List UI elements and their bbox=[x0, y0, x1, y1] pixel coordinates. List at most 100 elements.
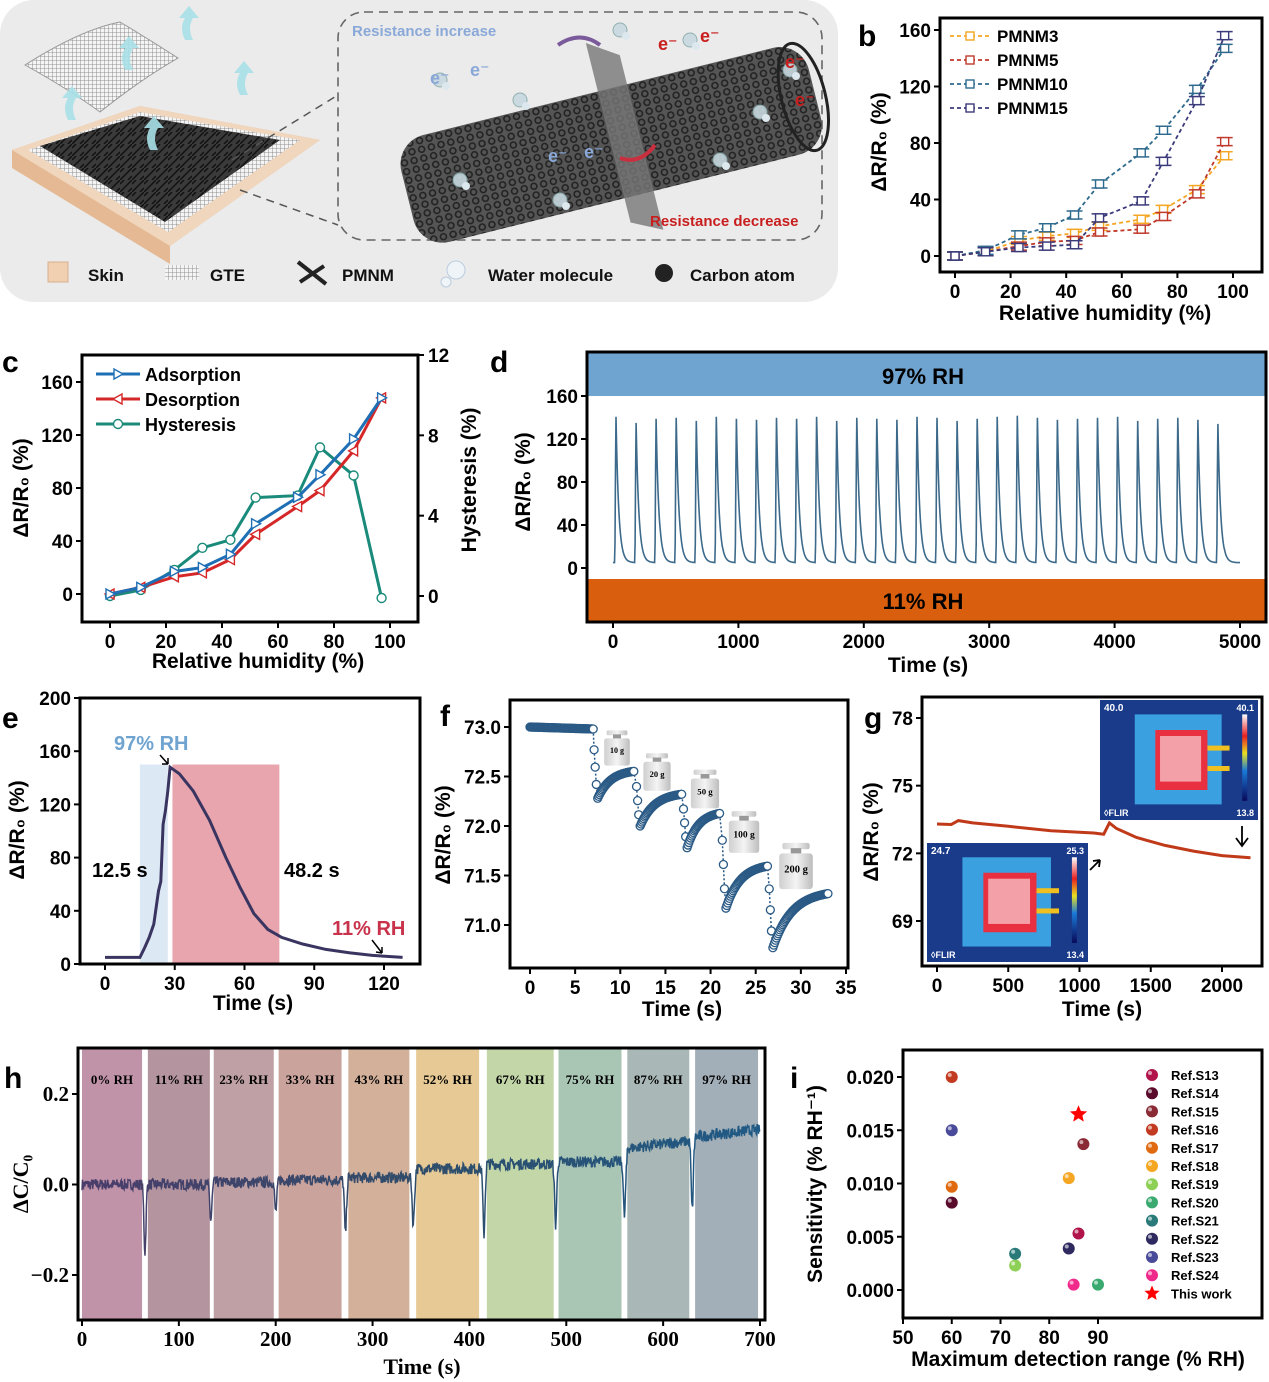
x-tick-label: 0 bbox=[525, 978, 536, 999]
data-point bbox=[1158, 211, 1169, 222]
data-point bbox=[1014, 230, 1024, 240]
vapor-arrow-icon bbox=[62, 86, 82, 120]
legend-marker bbox=[1146, 1232, 1158, 1245]
weight-label: 200 g bbox=[784, 864, 808, 875]
water-molecule-icon bbox=[522, 102, 530, 110]
carbon-atom-icon bbox=[655, 264, 673, 282]
carbon-nanotube bbox=[400, 41, 830, 243]
water-molecule-icon bbox=[722, 162, 730, 170]
legend-label: Ref.S19 bbox=[1171, 1177, 1219, 1192]
triangle-right-marker bbox=[197, 561, 209, 574]
y-tick-label: 72.5 bbox=[464, 768, 501, 789]
x-tick-label: 120 bbox=[368, 974, 400, 995]
camera-brand-logo: ◊FLIR bbox=[931, 950, 956, 960]
legend-label: Ref.S18 bbox=[1171, 1159, 1219, 1174]
x-tick-label: 5000 bbox=[1219, 632, 1261, 653]
x-tick-label: 80 bbox=[323, 632, 344, 653]
legend-label-pmnm-fiber: PMNM bbox=[342, 266, 394, 285]
triangle-right-marker bbox=[169, 565, 181, 578]
f-x-label: Time (s) bbox=[642, 998, 722, 1021]
legend-label: Ref.S15 bbox=[1171, 1104, 1219, 1119]
humidity-band-label: 75% RH bbox=[566, 1072, 615, 1087]
data-point bbox=[823, 888, 833, 899]
series-line bbox=[954, 155, 1226, 257]
triangle-right-marker bbox=[250, 517, 263, 530]
x-tick-label: 1000 bbox=[1058, 976, 1100, 997]
data-point bbox=[1092, 1278, 1104, 1291]
data-point bbox=[1062, 1242, 1075, 1255]
panel-b-axes: 0 20 40 60 80 100 0 40 80 120 160 bbox=[899, 21, 1249, 303]
pmnm-fiber-mat bbox=[40, 116, 280, 222]
high-humidity-band bbox=[587, 352, 1266, 396]
data-point bbox=[980, 247, 991, 257]
highlight bbox=[1148, 1216, 1152, 1221]
panel-g-frame bbox=[920, 695, 1264, 968]
panel-i-axes: 50 60 70 80 90 0.000 0.005 0.010 0.015 0.020 bbox=[846, 1068, 1108, 1349]
x-tick-label: 100 bbox=[1217, 282, 1249, 303]
x-tick-label: 50 bbox=[892, 1328, 913, 1349]
x-tick-label: 40 bbox=[1056, 282, 1077, 303]
data-point bbox=[629, 766, 639, 776]
i-x-label: Maximum detection range (% RH) bbox=[911, 1348, 1245, 1371]
e-x-label: Time (s) bbox=[213, 992, 293, 1015]
legend-marker bbox=[1146, 1251, 1158, 1263]
data-point bbox=[1158, 156, 1169, 167]
color-scale-bar bbox=[1242, 714, 1248, 801]
highlight bbox=[1079, 1140, 1084, 1145]
weight-neck bbox=[790, 848, 802, 855]
weight-50g: 50 g bbox=[690, 769, 720, 809]
x-tick-label: 60 bbox=[1111, 282, 1132, 303]
data-point bbox=[718, 859, 729, 870]
arrow-icon bbox=[1089, 859, 1101, 871]
x-tick-label: 100 bbox=[374, 632, 406, 653]
legend-label-carbon-atom: Carbon atom bbox=[690, 266, 795, 285]
data-point bbox=[677, 789, 687, 799]
triangle-right-marker bbox=[292, 491, 305, 504]
x-tick-label: 80 bbox=[1167, 282, 1188, 303]
y-tick-label: 72.0 bbox=[464, 817, 501, 838]
legend-marker bbox=[965, 103, 975, 113]
thermal-inset-heated: 40.0 40.1 13.8 ◊FLIR bbox=[1100, 700, 1258, 820]
y-tick-label: 200 bbox=[39, 689, 71, 710]
weight-neck bbox=[613, 734, 621, 740]
scale-max-label: 25.3 bbox=[1066, 846, 1084, 856]
y-tick-label: 73.0 bbox=[464, 718, 501, 739]
weight-icon bbox=[604, 738, 630, 766]
y-tick-label: 75 bbox=[892, 777, 914, 798]
highlight bbox=[1148, 1162, 1152, 1166]
peak-rh-label: 97% RH bbox=[114, 733, 188, 755]
data-point bbox=[1042, 223, 1052, 233]
b-y-label: ΔR/R₀ (%) bbox=[868, 92, 891, 191]
panel-h-frame bbox=[76, 1046, 767, 1322]
data-point bbox=[1009, 1247, 1022, 1260]
data-point bbox=[1192, 95, 1202, 106]
series-PMNM15 bbox=[947, 30, 1233, 261]
y-tick-label: 0.015 bbox=[846, 1121, 894, 1142]
h-axis-titles: Time (s) ΔC/C₀ bbox=[8, 1154, 461, 1379]
data-point bbox=[1136, 224, 1146, 234]
legend-label: Hysteresis bbox=[145, 415, 236, 435]
weight-knob bbox=[782, 842, 810, 850]
data-point bbox=[589, 745, 599, 755]
series-PMNM5 bbox=[947, 136, 1233, 261]
camera-brand-logo: ◊FLIR bbox=[1104, 808, 1129, 818]
legend-label: Desorption bbox=[145, 390, 240, 410]
thermal-inset-room: 24.7 25.3 13.4 ◊FLIR bbox=[927, 843, 1088, 962]
highlight bbox=[1148, 1253, 1152, 1257]
data-line bbox=[530, 726, 829, 949]
water-molecule-icon bbox=[440, 276, 452, 288]
highlight bbox=[1011, 1249, 1016, 1254]
humidity-band bbox=[558, 1048, 622, 1320]
x-tick-label: 2000 bbox=[1201, 976, 1243, 997]
series-Adsorption bbox=[105, 391, 389, 601]
panel-letter-g: g bbox=[864, 702, 882, 735]
legend-label: Ref.S24 bbox=[1171, 1268, 1219, 1283]
data-point bbox=[1094, 213, 1105, 223]
x-tick-label: 70 bbox=[990, 1328, 1011, 1349]
triangle-left-marker bbox=[291, 500, 303, 513]
weight-10g: 10 g bbox=[604, 730, 630, 766]
pmnm-fiber-icon bbox=[296, 260, 328, 286]
y-tick-label: 72 bbox=[892, 844, 913, 865]
electron-label: e⁻ bbox=[470, 60, 490, 80]
water-molecule-icon bbox=[622, 32, 630, 40]
